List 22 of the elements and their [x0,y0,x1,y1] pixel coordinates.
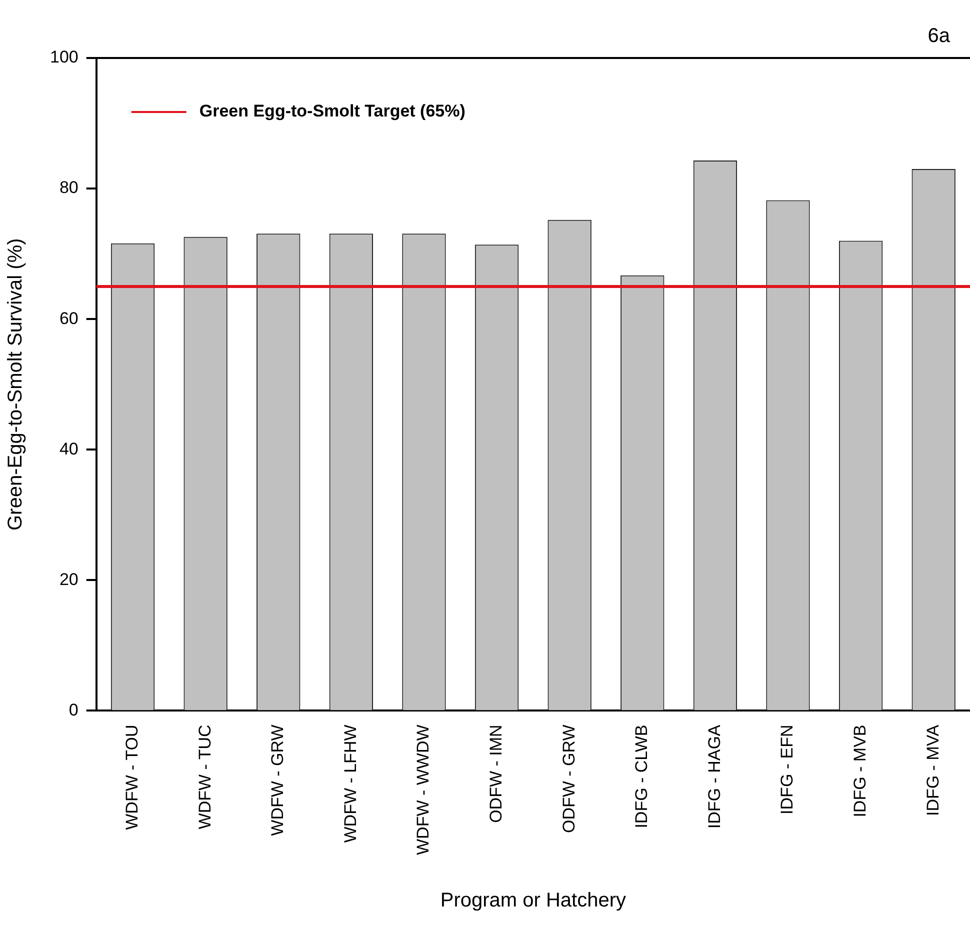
x-tick-label: WDFW - WWDW [414,724,433,856]
x-tick-label: ODFW - GRW [559,724,578,834]
x-tick-label: WDFW - TUC [195,724,214,830]
x-tick-label: IDFG - MVA [923,724,942,816]
y-axis-title: Green-Egg-to-Smolt Survival (%) [4,238,27,531]
x-tick-label: IDFG - MVB [850,724,870,818]
x-tick-label: ODFW - IMN [486,724,506,823]
legend-label: Green Egg-to-Smolt Target (65%) [199,102,466,121]
x-tick-label: WDFW - GRW [268,724,288,836]
y-tick-label: 40 [59,439,78,458]
y-tick-label: 0 [68,700,78,720]
y-tick-label: 80 [59,178,78,198]
y-tick-label: 100 [50,48,78,67]
x-tick-label: WDFW - TOU [122,724,142,830]
y-tick-label: 20 [59,570,78,589]
x-tick-label: WDFW - LFHW [340,724,360,843]
y-tick-label: 60 [59,308,78,328]
x-tick-label: IDFG - CLWB [632,724,652,828]
text: 6a [928,25,951,47]
x-tick-label: IDFG - HAGA [704,724,724,829]
x-axis-title: Program or Hatchery [440,890,626,912]
x-tick-label: IDFG - EFN [778,724,797,814]
